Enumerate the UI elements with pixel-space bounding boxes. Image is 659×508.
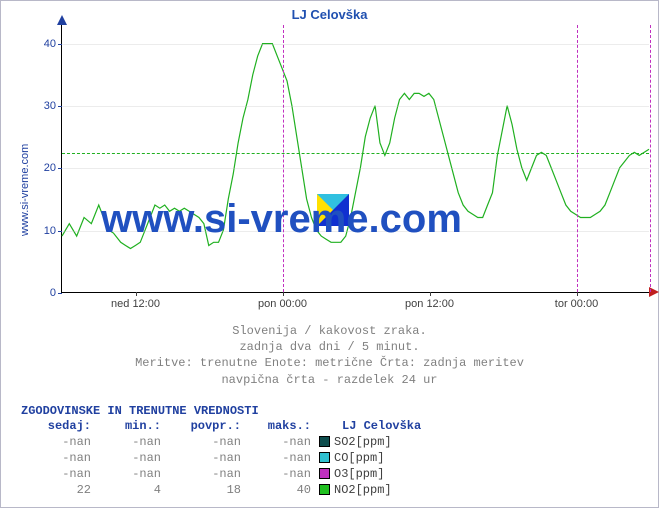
- caption-line: navpična črta - razdelek 24 ur: [1, 372, 658, 388]
- line-series-no2: [62, 25, 649, 292]
- legend-value-cell: -nan: [21, 434, 91, 450]
- legend-value-cell: -nan: [91, 434, 161, 450]
- x-tick-label: pon 00:00: [258, 298, 307, 310]
- caption-line: Meritve: trenutne Enote: metrične Črta: …: [1, 355, 658, 371]
- legend-value-cell: -nan: [91, 466, 161, 482]
- legend-swatch-icon: [319, 436, 330, 447]
- y-tick-mark: [58, 44, 62, 45]
- legend-header-cell: [311, 418, 334, 434]
- y-tick-label: 20: [44, 162, 56, 174]
- legend-value-cell: 18: [161, 482, 241, 498]
- x-tick-label: ned 12:00: [111, 298, 160, 310]
- watermark-text: www.si-vreme.com: [101, 197, 462, 242]
- y-axis-label: www.si-vreme.com: [19, 144, 31, 236]
- day-divider-line: [650, 25, 651, 292]
- legend-table: sedaj:min.:povpr.:maks.:LJ Celovška-nan-…: [21, 418, 444, 498]
- legend-series-name: CO[ppm]: [334, 450, 444, 466]
- legend-value-cell: -nan: [161, 450, 241, 466]
- y-tick-label: 0: [50, 287, 56, 299]
- gridline: [62, 168, 649, 169]
- caption-line: zadnja dva dni / 5 minut.: [1, 339, 658, 355]
- gridline: [62, 44, 649, 45]
- y-tick-label: 30: [44, 100, 56, 112]
- legend-swatch-cell: [311, 434, 334, 450]
- legend-header-row: sedaj:min.:povpr.:maks.: LJ Celovška: [21, 418, 444, 434]
- legend-value-cell: -nan: [241, 434, 311, 450]
- legend-row: 2241840 NO2[ppm]: [21, 482, 444, 498]
- x-tick-label: tor 00:00: [555, 298, 598, 310]
- legend-value-cell: -nan: [241, 450, 311, 466]
- legend-header-cell: LJ Celovška: [334, 418, 444, 434]
- legend-swatch-cell: [311, 482, 334, 498]
- legend-value-cell: -nan: [21, 466, 91, 482]
- chart-title: LJ Celovška: [1, 7, 658, 22]
- legend-row: -nan-nan-nan-nanCO[ppm]: [21, 450, 444, 466]
- legend-row: -nan-nan-nan-nanSO2[ppm]: [21, 434, 444, 450]
- legend-row: -nan-nan-nan-nanO3[ppm]: [21, 466, 444, 482]
- x-tick-label: pon 12:00: [405, 298, 454, 310]
- legend-value-cell: 40: [241, 482, 311, 498]
- y-tick-mark: [58, 293, 62, 294]
- legend-swatch-cell: [311, 466, 334, 482]
- day-divider-line: [283, 25, 284, 292]
- legend-header-cell: sedaj:: [21, 418, 91, 434]
- legend-series-name: O3[ppm]: [334, 466, 444, 482]
- legend-series-name: NO2[ppm]: [334, 482, 444, 498]
- y-axis-arrow-icon: [57, 15, 67, 25]
- legend-value-cell: -nan: [161, 434, 241, 450]
- legend-header-cell: maks.:: [241, 418, 311, 434]
- day-divider-line: [577, 25, 578, 292]
- y-tick-mark: [58, 231, 62, 232]
- legend-value-cell: 22: [21, 482, 91, 498]
- legend-header-cell: min.:: [91, 418, 161, 434]
- legend-swatch-icon: [319, 484, 330, 495]
- caption-line: Slovenija / kakovost zraka.: [1, 323, 658, 339]
- chart-caption: Slovenija / kakovost zraka.zadnja dva dn…: [1, 323, 658, 388]
- legend-series-name: SO2[ppm]: [334, 434, 444, 450]
- legend-swatch-icon: [319, 452, 330, 463]
- legend-value-cell: 4: [91, 482, 161, 498]
- legend-swatch-icon: [319, 468, 330, 479]
- legend-title: ZGODOVINSKE IN TRENUTNE VREDNOSTI: [21, 404, 444, 418]
- legend-value-cell: -nan: [241, 466, 311, 482]
- y-tick-label: 10: [44, 225, 56, 237]
- x-tick-mark: [283, 292, 284, 296]
- y-tick-mark: [58, 168, 62, 169]
- gridline: [62, 106, 649, 107]
- legend-header-cell: povpr.:: [161, 418, 241, 434]
- x-tick-mark: [136, 292, 137, 296]
- legend-value-cell: -nan: [21, 450, 91, 466]
- legend-value-cell: -nan: [161, 466, 241, 482]
- legend-swatch-cell: [311, 450, 334, 466]
- x-tick-mark: [430, 292, 431, 296]
- y-tick-label: 40: [44, 38, 56, 50]
- legend-block: ZGODOVINSKE IN TRENUTNE VREDNOSTI sedaj:…: [21, 404, 444, 498]
- y-tick-mark: [58, 106, 62, 107]
- legend-value-cell: -nan: [91, 450, 161, 466]
- chart-plot-area: 010203040ned 12:00pon 00:00pon 12:00tor …: [61, 25, 649, 293]
- current-value-line: [62, 153, 649, 154]
- x-tick-mark: [577, 292, 578, 296]
